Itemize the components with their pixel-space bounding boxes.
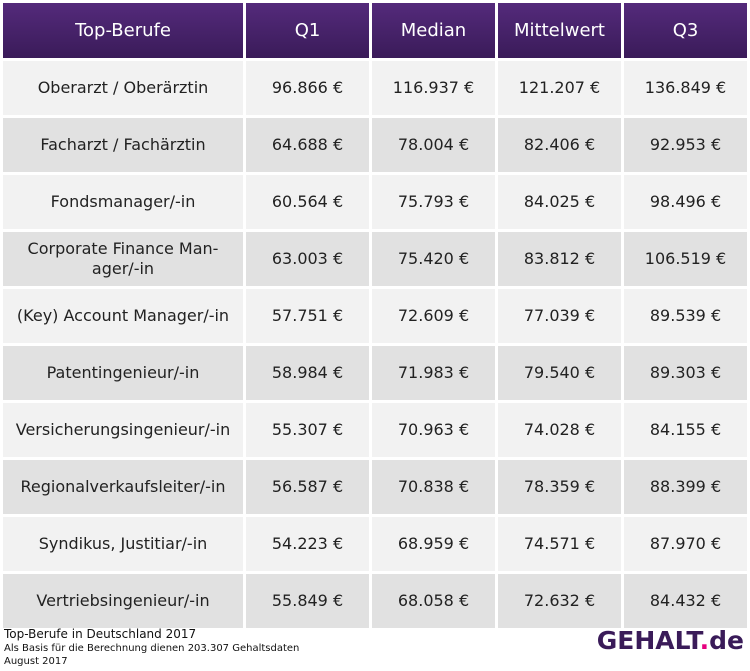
cell-mean: 121.207 € — [498, 61, 621, 115]
table-row: Corporate Finance Man-ager/-in 63.003 €75… — [3, 232, 747, 286]
salary-table: Top-Berufe Q1 Median Mittelwert Q3 Obera… — [3, 3, 747, 628]
cell-median: 75.420 € — [372, 232, 495, 286]
logo-dot: . — [699, 626, 710, 655]
cell-q3: 84.432 € — [624, 574, 747, 628]
cell-mean: 84.025 € — [498, 175, 621, 229]
cell-q1: 55.307 € — [246, 403, 369, 457]
cell-mean: 79.540 € — [498, 346, 621, 400]
cell-q3: 87.970 € — [624, 517, 747, 571]
cell-profession: Vertriebsingenieur/-in — [3, 574, 243, 628]
cell-q1: 54.223 € — [246, 517, 369, 571]
table-row: Regionalverkaufsleiter/-in 56.587 €70.838… — [3, 460, 747, 514]
table-row: Oberarzt / Oberärztin 96.866 €116.937 €12… — [3, 61, 747, 115]
cell-profession: Facharzt / Fachärztin — [3, 118, 243, 172]
cell-q1: 56.587 € — [246, 460, 369, 514]
cell-q1: 55.849 € — [246, 574, 369, 628]
cell-profession: Fondsmanager/-in — [3, 175, 243, 229]
table-row: Patentingenieur/-in 58.984 €71.983 €79.54… — [3, 346, 747, 400]
footer-notes: Top-Berufe in Deutschland 2017 Als Basis… — [4, 627, 299, 668]
cell-mean: 78.359 € — [498, 460, 621, 514]
cell-median: 75.793 € — [372, 175, 495, 229]
cell-q3: 89.539 € — [624, 289, 747, 343]
footer-title: Top-Berufe in Deutschland 2017 — [4, 627, 197, 641]
cell-q1: 60.564 € — [246, 175, 369, 229]
cell-median: 70.963 € — [372, 403, 495, 457]
logo-main: GEHALT — [596, 626, 700, 655]
cell-q3: 98.496 € — [624, 175, 747, 229]
column-header-median: Median — [372, 3, 495, 58]
cell-median: 78.004 € — [372, 118, 495, 172]
gehalt-logo: GEHALT.de — [597, 626, 744, 655]
cell-mean: 72.632 € — [498, 574, 621, 628]
cell-median: 116.937 € — [372, 61, 495, 115]
cell-q1: 57.751 € — [246, 289, 369, 343]
table-row: Vertriebsingenieur/-in 55.849 €68.058 €72… — [3, 574, 747, 628]
cell-mean: 82.406 € — [498, 118, 621, 172]
column-header-q3: Q3 — [624, 3, 747, 58]
footer-basis: Als Basis für die Berechnung dienen 203.… — [4, 643, 300, 654]
cell-q3: 106.519 € — [624, 232, 747, 286]
cell-profession: Patentingenieur/-in — [3, 346, 243, 400]
cell-q1: 96.866 € — [246, 61, 369, 115]
cell-q1: 58.984 € — [246, 346, 369, 400]
cell-profession: Corporate Finance Man-ager/-in — [3, 232, 243, 286]
table-header-row: Top-Berufe Q1 Median Mittelwert Q3 — [3, 3, 747, 58]
cell-mean: 83.812 € — [498, 232, 621, 286]
cell-q3: 136.849 € — [624, 61, 747, 115]
column-header-q1: Q1 — [246, 3, 369, 58]
cell-q1: 64.688 € — [246, 118, 369, 172]
column-header-mean: Mittelwert — [498, 3, 621, 58]
logo-tld: de — [709, 626, 744, 655]
cell-q3: 84.155 € — [624, 403, 747, 457]
cell-median: 70.838 € — [372, 460, 495, 514]
cell-profession: Regionalverkaufsleiter/-in — [3, 460, 243, 514]
cell-mean: 74.571 € — [498, 517, 621, 571]
table-row: (Key) Account Manager/-in 57.751 €72.609 … — [3, 289, 747, 343]
cell-profession: Oberarzt / Oberärztin — [3, 61, 243, 115]
cell-profession: Versicherungsingenieur/-in — [3, 403, 243, 457]
cell-q3: 92.953 € — [624, 118, 747, 172]
table-body: Oberarzt / Oberärztin 96.866 €116.937 €12… — [3, 61, 747, 628]
cell-median: 71.983 € — [372, 346, 495, 400]
footer-date: August 2017 — [4, 656, 68, 667]
table-row: Facharzt / Fachärztin 64.688 €78.004 €82.… — [3, 118, 747, 172]
cell-median: 68.058 € — [372, 574, 495, 628]
cell-q3: 89.303 € — [624, 346, 747, 400]
cell-median: 68.959 € — [372, 517, 495, 571]
table-row: Versicherungsingenieur/-in 55.307 €70.963… — [3, 403, 747, 457]
cell-mean: 77.039 € — [498, 289, 621, 343]
cell-profession: Syndikus, Justitiar/-in — [3, 517, 243, 571]
cell-mean: 74.028 € — [498, 403, 621, 457]
cell-profession: (Key) Account Manager/-in — [3, 289, 243, 343]
table-row: Syndikus, Justitiar/-in 54.223 €68.959 €7… — [3, 517, 747, 571]
column-header-profession: Top-Berufe — [3, 3, 243, 58]
cell-q1: 63.003 € — [246, 232, 369, 286]
cell-median: 72.609 € — [372, 289, 495, 343]
cell-q3: 88.399 € — [624, 460, 747, 514]
table-row: Fondsmanager/-in 60.564 €75.793 €84.025 €… — [3, 175, 747, 229]
